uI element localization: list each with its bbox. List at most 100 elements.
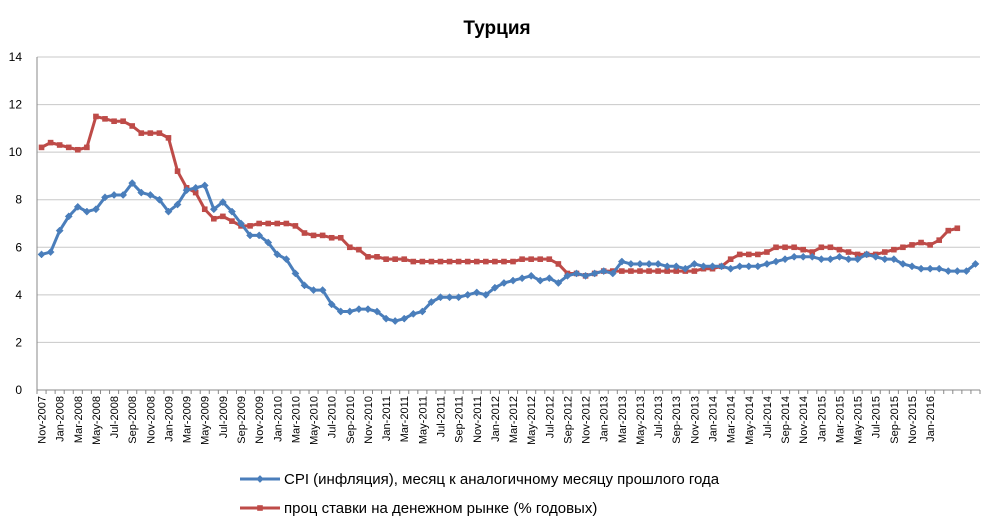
x-tick-label: Jan-2009: [163, 396, 175, 442]
data-point: [953, 267, 962, 276]
legend-swatch-marker: [256, 475, 264, 483]
data-point: [881, 249, 888, 255]
x-tick-label: Jul-2015: [871, 396, 883, 438]
data-point: [418, 307, 427, 316]
data-point: [155, 195, 164, 204]
data-point: [827, 244, 834, 251]
data-point: [56, 142, 63, 148]
data-point: [46, 248, 55, 256]
data-point: [626, 259, 635, 268]
data-point: [617, 257, 626, 266]
data-point: [745, 251, 752, 258]
data-point: [736, 251, 743, 258]
data-point: [464, 258, 471, 265]
x-tick-label: Jan-2010: [272, 396, 284, 442]
data-point: [229, 218, 235, 224]
x-axis-tick-labels: Nov-2007 Jan-2008 Mar-2008 May-2008 Jul-2008…: [37, 396, 938, 445]
data-point: [490, 283, 499, 292]
data-point: [401, 256, 408, 262]
data-point: [628, 268, 634, 274]
data-point: [501, 258, 507, 265]
data-point: [726, 264, 735, 273]
data-point: [537, 256, 544, 262]
data-point: [492, 258, 498, 265]
data-point: [211, 215, 217, 222]
x-tick-label: Mar-2012: [508, 396, 520, 443]
legend-item: проц ставки на денежном рынке (% годовых…: [240, 500, 597, 517]
y-tick-label: 6: [15, 240, 22, 254]
data-point: [563, 271, 572, 280]
x-tick-label: Sep-2014: [780, 396, 792, 444]
data-point: [545, 274, 554, 283]
data-point: [237, 219, 245, 228]
data-point: [645, 259, 653, 268]
x-tick-label: Mar-2010: [290, 396, 302, 443]
data-point: [328, 234, 335, 241]
data-point: [500, 279, 508, 287]
data-point: [283, 220, 290, 227]
data-point: [64, 212, 73, 221]
data-point: [319, 232, 326, 239]
data-point: [717, 262, 726, 271]
data-point: [917, 264, 926, 273]
x-tick-label: Sep-2013: [671, 396, 683, 444]
data-point: [599, 267, 608, 276]
data-point: [962, 267, 971, 276]
data-point: [111, 118, 117, 125]
x-tick-label: Nov-2008: [145, 396, 157, 444]
x-tick-label: May-2010: [309, 396, 321, 445]
data-point: [590, 269, 599, 278]
data-point: [182, 186, 191, 195]
data-point: [82, 207, 91, 216]
x-tick-label: Jul-2008: [109, 396, 121, 438]
data-point: [291, 269, 300, 278]
data-point: [356, 246, 362, 253]
data-point: [174, 168, 181, 174]
data-point: [473, 258, 480, 265]
data-point: [672, 262, 681, 271]
data-point: [345, 307, 354, 316]
data-point: [891, 246, 897, 253]
data-point: [510, 258, 516, 265]
data-point: [800, 246, 806, 253]
data-point: [772, 257, 780, 266]
data-point: [146, 191, 155, 199]
x-tick-label: Jan-2016: [925, 396, 937, 442]
x-tick-label: Nov-2011: [472, 396, 484, 443]
data-point: [336, 307, 345, 316]
data-point: [481, 290, 490, 299]
data-point: [546, 256, 553, 262]
data-point: [664, 268, 670, 274]
x-tick-label: Sep-2008: [127, 396, 139, 444]
data-point: [300, 281, 309, 290]
data-point: [409, 309, 418, 318]
data-point: [909, 242, 915, 248]
data-point: [364, 305, 372, 314]
x-tick-label: Mar-2014: [726, 396, 738, 443]
data-point: [663, 262, 672, 271]
data-point: [781, 255, 790, 264]
data-point: [382, 314, 391, 323]
x-tick-label: Nov-2012: [581, 396, 593, 444]
x-tick-label: Mar-2008: [73, 396, 85, 443]
data-point: [392, 256, 398, 262]
data-point: [755, 251, 761, 258]
gridlines: [37, 56, 980, 391]
data-point: [65, 144, 72, 151]
data-point: [708, 262, 717, 271]
data-point: [164, 207, 173, 216]
x-tick-label: May-2013: [635, 396, 647, 445]
axes: [36, 57, 981, 394]
data-point: [799, 252, 808, 261]
data-point: [437, 258, 444, 265]
x-tick-label: Nov-2010: [363, 396, 375, 444]
x-tick-label: Mar-2011: [399, 396, 411, 442]
data-point: [301, 230, 308, 236]
y-axis-tick-labels: 0 2 4 6 8 10 12 14: [9, 50, 23, 397]
data-point: [536, 276, 545, 285]
data-point: [191, 183, 200, 192]
data-point: [944, 267, 953, 276]
data-point: [119, 191, 128, 199]
data-point: [128, 179, 137, 188]
data-point: [373, 307, 381, 316]
